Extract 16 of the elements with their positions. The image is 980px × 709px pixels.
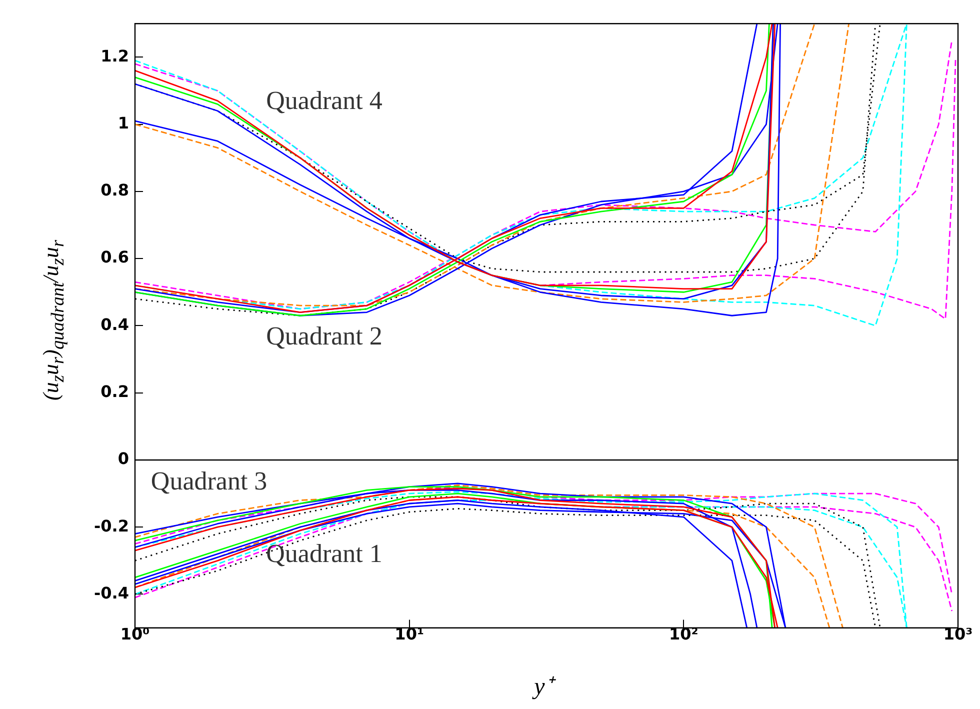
y-tick-label: 1.2 — [100, 46, 129, 66]
x-axis-title: y⁺ — [531, 673, 557, 701]
x-tick-label: 10⁰ — [120, 624, 150, 644]
annotation: Quadrant 4 — [266, 86, 382, 115]
y-tick-label: -0.4 — [94, 583, 129, 602]
y-tick-label: 0.8 — [100, 180, 129, 200]
annotation: Quadrant 1 — [266, 539, 382, 568]
y-tick-label: 1 — [118, 113, 129, 132]
y-tick-label: 0.2 — [100, 382, 129, 401]
annotation: Quadrant 3 — [150, 466, 268, 496]
y-tick-label: -0.2 — [94, 516, 129, 536]
annotation: Quadrant 2 — [266, 322, 382, 351]
y-tick-label: 0.6 — [100, 248, 129, 267]
x-tick-label: 10³ — [943, 624, 973, 644]
y-tick-label: 0 — [118, 449, 129, 468]
y-tick-label: 0.4 — [100, 314, 129, 334]
